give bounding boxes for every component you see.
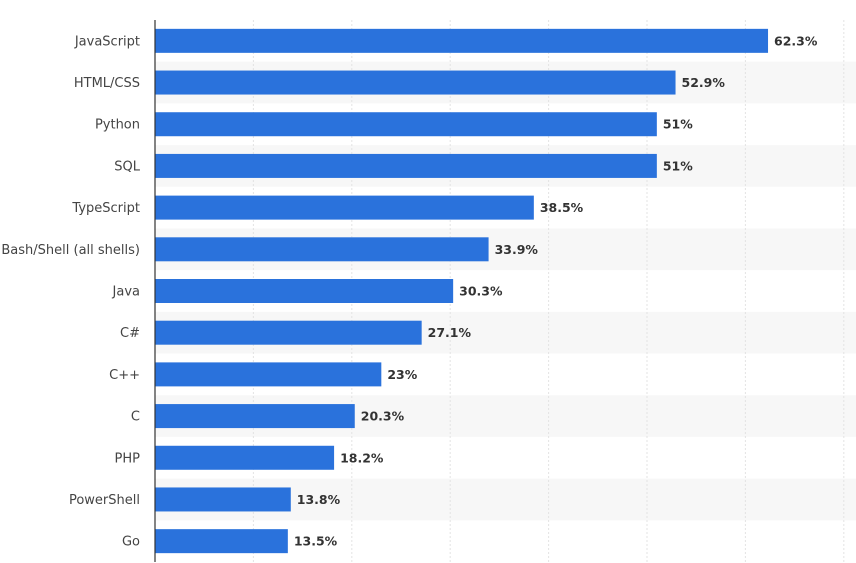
bar bbox=[155, 153, 657, 178]
category-label: Bash/Shell (all shells) bbox=[1, 243, 140, 258]
value-label: 13.5% bbox=[294, 534, 338, 549]
value-label: 20.3% bbox=[361, 409, 405, 424]
bar bbox=[155, 320, 422, 345]
bar bbox=[155, 404, 355, 429]
bar bbox=[155, 195, 534, 220]
category-label: HTML/CSS bbox=[74, 76, 140, 91]
value-label: 62.3% bbox=[774, 33, 818, 48]
bar bbox=[155, 279, 454, 303]
value-label: 33.9% bbox=[495, 242, 539, 257]
bar bbox=[155, 112, 657, 137]
value-label: 13.8% bbox=[297, 492, 341, 507]
category-label: JavaScript bbox=[74, 34, 140, 49]
bar bbox=[155, 237, 489, 262]
bar bbox=[155, 445, 335, 470]
value-label: 52.9% bbox=[682, 75, 726, 90]
bar bbox=[155, 529, 288, 554]
value-label: 51% bbox=[663, 158, 693, 173]
category-label: Go bbox=[122, 535, 140, 550]
value-label: 30.3% bbox=[459, 284, 503, 299]
category-label: C bbox=[131, 410, 140, 425]
value-label: 38.5% bbox=[540, 200, 584, 215]
bar bbox=[155, 70, 676, 95]
category-label: PHP bbox=[115, 451, 141, 466]
category-label: Python bbox=[95, 118, 140, 133]
value-label: 27.1% bbox=[428, 325, 472, 340]
value-label: 51% bbox=[663, 117, 693, 132]
bar bbox=[155, 28, 769, 53]
category-labels: JavaScript HTML/CSS Python SQL TypeScript Bas… bbox=[1, 34, 140, 549]
value-label: 18.2% bbox=[340, 450, 384, 465]
category-label: Java bbox=[112, 285, 140, 300]
category-label: C# bbox=[120, 326, 140, 341]
category-label: SQL bbox=[114, 159, 140, 174]
category-label: PowerShell bbox=[69, 493, 140, 508]
bar bbox=[155, 487, 291, 512]
bar bbox=[155, 362, 382, 387]
category-label: C++ bbox=[109, 368, 140, 383]
value-labels: 62.3% 52.9% 51% 51% 38.5% 33.9% 30.3% 27.1% 23% 2… bbox=[294, 33, 818, 548]
bars bbox=[155, 28, 769, 554]
category-label: TypeScript bbox=[71, 201, 140, 216]
value-label: 23% bbox=[387, 367, 417, 382]
